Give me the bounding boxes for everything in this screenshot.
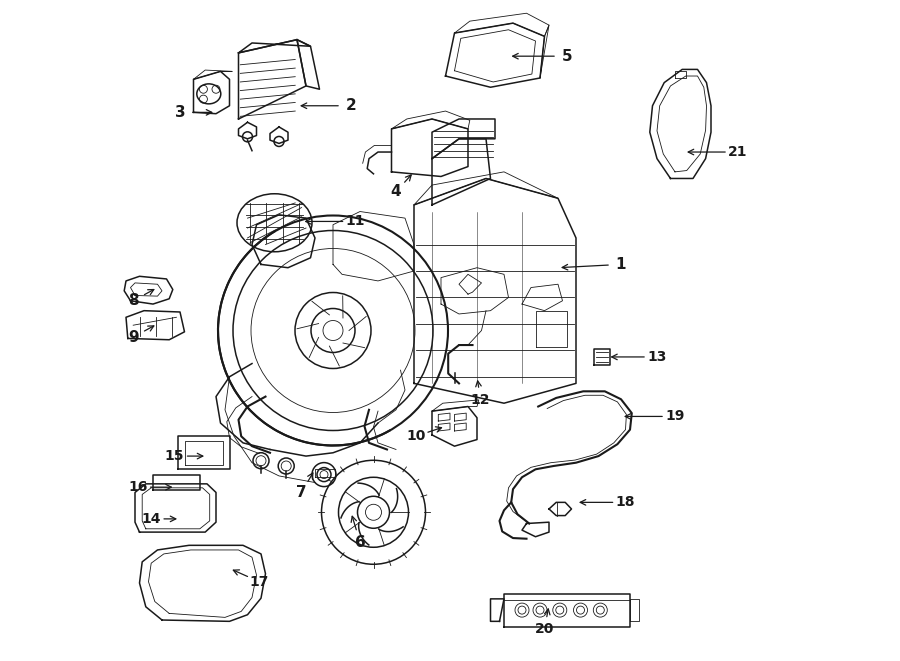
Text: 20: 20 <box>535 622 554 637</box>
Text: 16: 16 <box>128 480 148 494</box>
Text: 18: 18 <box>616 495 635 510</box>
Text: 21: 21 <box>728 145 748 159</box>
Text: 17: 17 <box>249 574 269 589</box>
Text: 19: 19 <box>665 409 685 424</box>
Text: 11: 11 <box>346 214 365 229</box>
Text: 14: 14 <box>141 512 161 526</box>
Text: 6: 6 <box>355 535 365 549</box>
Text: 13: 13 <box>647 350 667 364</box>
Text: 4: 4 <box>391 184 401 199</box>
Text: 12: 12 <box>471 393 491 407</box>
Text: 2: 2 <box>346 98 356 113</box>
Text: 15: 15 <box>165 449 184 463</box>
Text: 10: 10 <box>406 429 426 444</box>
Text: 1: 1 <box>616 257 626 272</box>
Text: 9: 9 <box>128 330 139 344</box>
Text: 3: 3 <box>175 105 185 120</box>
Text: 5: 5 <box>562 49 572 63</box>
Text: 8: 8 <box>128 293 139 308</box>
Text: 7: 7 <box>296 485 307 500</box>
